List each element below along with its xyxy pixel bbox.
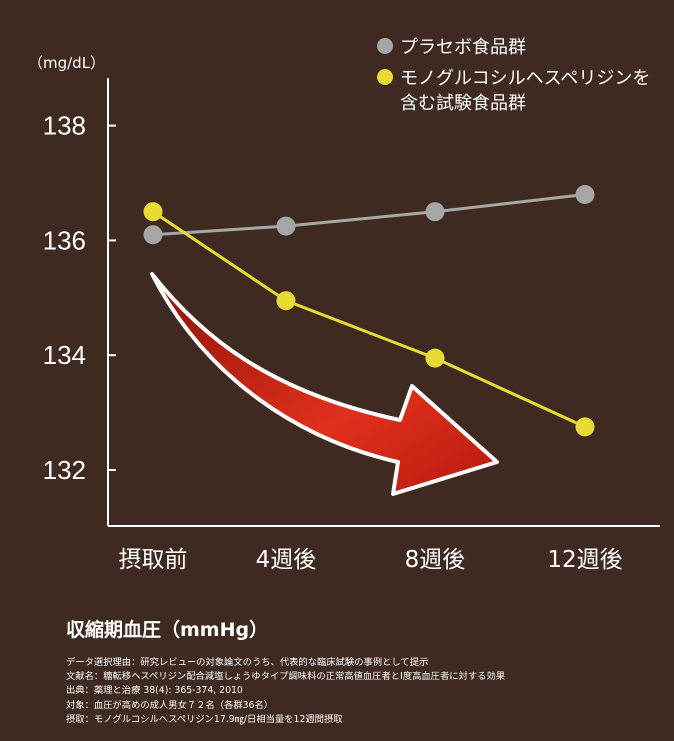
y-tick-label: 136 <box>43 225 86 255</box>
data-point <box>143 202 163 222</box>
note-line: 出典：薬理と治療 38(4): 365-374, 2010 <box>66 685 243 697</box>
note-line: 文献名：糖転移ヘスペリジン配合減塩しょうゆタイプ調味料の正常高値血圧者とI度高血… <box>66 671 506 683</box>
legend-label: モノグルコシルヘスペリジンを <box>400 68 650 89</box>
y-tick-label: 132 <box>43 455 86 485</box>
data-point <box>276 291 296 311</box>
data-point <box>276 216 296 236</box>
chart-plot: （mg/dL） 132 134 136 138 摂取前 4週後 8週後 12週後 プラセボ食品群… <box>28 37 660 573</box>
data-point <box>575 185 595 204</box>
note-line: 摂取：モノグルコシルヘスペリジン17.9㎎/日相当量を12週間摂取 <box>66 713 343 725</box>
legend-label: 含む試験食品群 <box>400 93 526 114</box>
y-axis-unit: （mg/dL） <box>28 54 105 72</box>
note-line: データ選択理由：研究レビューの対象論文のうち、代表的な臨床試験の事例として提示 <box>66 657 429 668</box>
legend-marker <box>377 38 393 54</box>
x-tick-label: 12週後 <box>547 547 622 573</box>
trend-arrow <box>150 272 499 496</box>
chart-title: 収縮期血圧（mmHg） <box>66 619 269 641</box>
x-tick-label: 摂取前 <box>119 547 188 573</box>
legend-label: プラセボ食品群 <box>400 37 526 58</box>
data-point <box>425 202 445 222</box>
data-point <box>425 348 445 368</box>
series-line <box>152 210 586 429</box>
x-tick-label: 4週後 <box>256 547 317 573</box>
data-point <box>575 417 595 437</box>
chart-footer: 収縮期血圧（mmHg） データ選択理由：研究レビューの対象論文のうち、代表的な臨… <box>66 615 666 727</box>
note-line: 対象：血圧が高めの成人男女７２名（各群36名） <box>66 699 274 711</box>
data-point <box>143 225 163 245</box>
series-line <box>152 193 586 237</box>
legend-marker <box>377 69 393 85</box>
y-tick-label: 134 <box>43 340 86 370</box>
x-tick-label: 8週後 <box>405 547 466 573</box>
y-tick-label: 138 <box>43 111 86 141</box>
